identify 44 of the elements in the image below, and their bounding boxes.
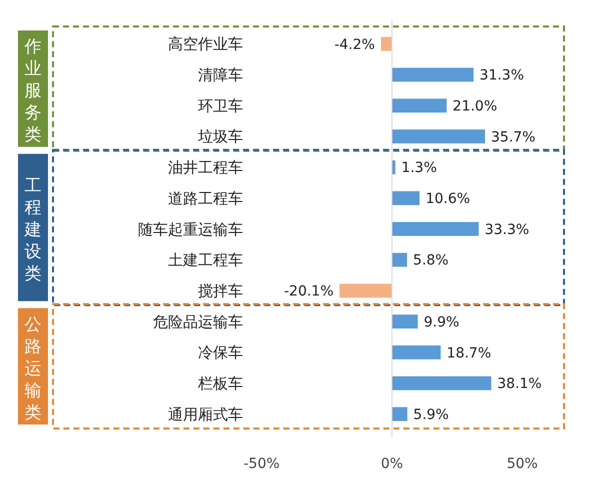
bar (392, 191, 420, 206)
data-label: 38.1% (497, 376, 542, 392)
y-tick-label: 油井工程车 (168, 158, 243, 177)
y-tick-label: 搅拌车 (198, 282, 243, 300)
bar (392, 345, 441, 360)
bar (392, 252, 408, 267)
y-tick-label: 垃圾车 (197, 128, 243, 146)
bar (380, 36, 392, 51)
data-label: 21.0% (452, 98, 498, 115)
text: 作业服务类 (24, 37, 42, 146)
y-tick-label: 环卫车 (198, 96, 243, 115)
y-tick-label: 清障车 (198, 66, 243, 84)
bar (392, 130, 486, 144)
y-tick-label: 栏板车 (197, 374, 243, 392)
bar (340, 284, 392, 298)
x-tick-label: 50% (506, 456, 538, 472)
y-tick-label: 高空作业车 (168, 35, 243, 54)
y-tick-label: 危险品运输车 (153, 312, 243, 331)
y-tick-label: 道路工程车 (168, 189, 243, 208)
data-label: -4.2% (334, 36, 375, 53)
data-label: 35.7% (491, 129, 536, 146)
y-tick-label: 随车起重运输车 (138, 220, 243, 238)
data-label: 31.3% (480, 68, 524, 84)
x-tick-label: 0% (380, 456, 404, 472)
data-label: 9.9% (424, 314, 460, 330)
data-label: 5.9% (413, 406, 449, 423)
y-tick-label: 通用厢式车 (168, 405, 243, 424)
data-label: 1.3% (401, 160, 437, 176)
data-label: 18.7% (446, 345, 492, 362)
bar (392, 314, 418, 328)
data-label: 10.6% (426, 191, 470, 208)
bar (392, 98, 447, 113)
y-tick-label: 冷保车 (198, 344, 243, 362)
text: 公路运输类 (24, 314, 42, 423)
data-label: -20.1% (284, 284, 334, 300)
data-label: 33.3% (484, 222, 530, 238)
bar (392, 407, 408, 422)
bar (392, 68, 474, 82)
bar (392, 222, 479, 236)
x-tick-label: -50% (243, 456, 280, 472)
y-tick-label: 土建工程车 (168, 251, 243, 270)
data-label: 5.8% (413, 252, 449, 269)
text: 工程建设类 (24, 176, 42, 284)
bar (392, 376, 492, 390)
